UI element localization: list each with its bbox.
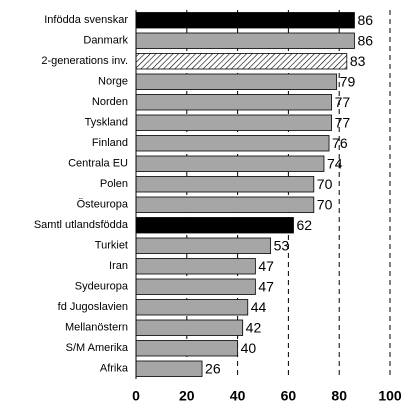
category-label: Finland	[92, 137, 128, 149]
bar	[135, 319, 244, 336]
x-tick-label: 40	[230, 388, 246, 404]
bar	[135, 12, 355, 29]
value-label: 42	[246, 319, 262, 335]
category-label: Norge	[98, 76, 128, 88]
category-label: Tyskland	[85, 117, 128, 129]
category-label: Iran	[109, 260, 128, 272]
value-label: 47	[258, 278, 274, 294]
bar	[135, 94, 332, 111]
bar	[135, 135, 330, 152]
value-label: 74	[327, 155, 343, 171]
category-label: Turkiet	[95, 240, 128, 252]
category-label: Samtl utlandsfödda	[34, 219, 129, 231]
value-label: 79	[340, 73, 356, 89]
bar	[135, 176, 315, 193]
bar	[135, 299, 249, 316]
bar	[135, 217, 294, 234]
value-label: 77	[335, 114, 351, 130]
category-label: fd Jugoslavien	[58, 301, 128, 313]
bar	[135, 32, 355, 49]
category-label: Norden	[92, 96, 128, 108]
category-label: Centrala EU	[68, 158, 128, 170]
value-label: 26	[205, 360, 221, 376]
value-label: 77	[335, 94, 351, 110]
category-label: Östeuropa	[77, 199, 129, 211]
bar	[135, 155, 325, 172]
value-label: 76	[332, 135, 348, 151]
value-label: 40	[241, 340, 257, 356]
value-label: 70	[317, 196, 333, 212]
value-label: 70	[317, 176, 333, 192]
x-tick-label: 20	[179, 388, 195, 404]
value-label: 44	[251, 299, 267, 315]
value-label: 86	[357, 12, 373, 28]
category-label: S/M Amerika	[66, 342, 129, 354]
bar	[135, 114, 332, 131]
bar	[135, 258, 256, 275]
bar	[135, 278, 256, 295]
bar	[135, 340, 238, 357]
bar	[135, 53, 348, 70]
category-label: Sydeuropa	[75, 281, 129, 293]
category-label: Danmark	[83, 35, 128, 47]
category-label: 2-generations inv.	[41, 55, 128, 67]
x-tick-label: 100	[378, 388, 402, 404]
x-tick-label: 0	[132, 388, 140, 404]
value-label: 53	[274, 237, 290, 253]
value-label: 83	[350, 53, 366, 69]
x-tick-label: 80	[331, 388, 347, 404]
value-label: 47	[258, 258, 274, 274]
bar	[135, 196, 315, 213]
category-label: Polen	[100, 178, 128, 190]
bar	[135, 360, 203, 377]
x-tick-label: 60	[281, 388, 297, 404]
bar	[135, 237, 272, 254]
category-label: Infödda svenskar	[44, 14, 128, 26]
category-label: Mellanöstern	[65, 322, 128, 334]
value-label: 86	[357, 32, 373, 48]
value-label: 62	[296, 217, 312, 233]
category-label: Afrika	[100, 363, 129, 375]
bar	[135, 73, 338, 90]
